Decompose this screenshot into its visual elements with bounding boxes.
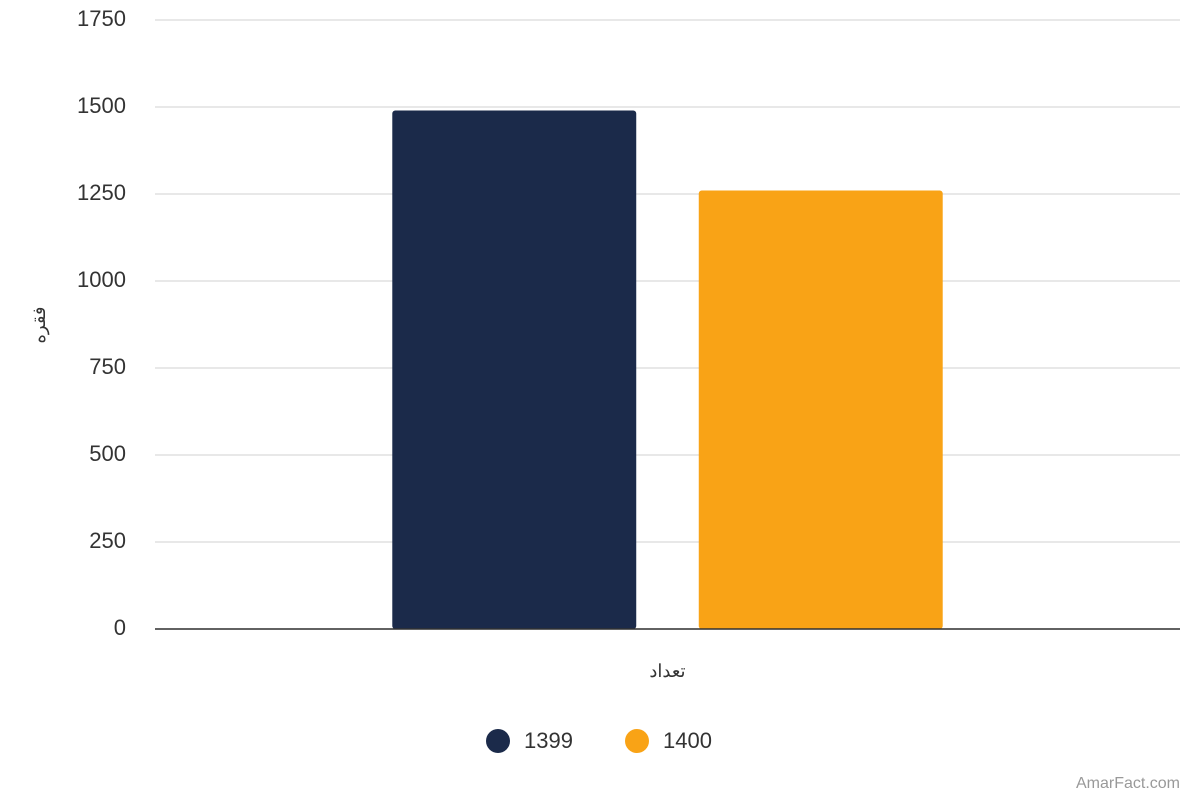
y-tick-label: 1250 bbox=[77, 180, 126, 205]
y-tick-label: 500 bbox=[89, 441, 126, 466]
legend-label: 1400 bbox=[663, 728, 712, 753]
y-tick-label: 1000 bbox=[77, 267, 126, 292]
y-tick-label: 1500 bbox=[77, 93, 126, 118]
x-tick-label: تعداد bbox=[649, 661, 685, 681]
credit: AmarFact.com bbox=[1076, 775, 1180, 792]
bar bbox=[698, 190, 943, 629]
legend-marker bbox=[625, 729, 649, 753]
y-tick-label: 750 bbox=[89, 354, 126, 379]
y-tick-label: 1750 bbox=[77, 6, 126, 31]
bar bbox=[392, 110, 637, 630]
y-tick-label: 0 bbox=[114, 615, 126, 640]
y-tick-label: 250 bbox=[89, 528, 126, 553]
y-axis-title: فقره bbox=[29, 306, 50, 343]
legend-marker bbox=[486, 729, 510, 753]
legend-label: 1399 bbox=[524, 728, 573, 753]
